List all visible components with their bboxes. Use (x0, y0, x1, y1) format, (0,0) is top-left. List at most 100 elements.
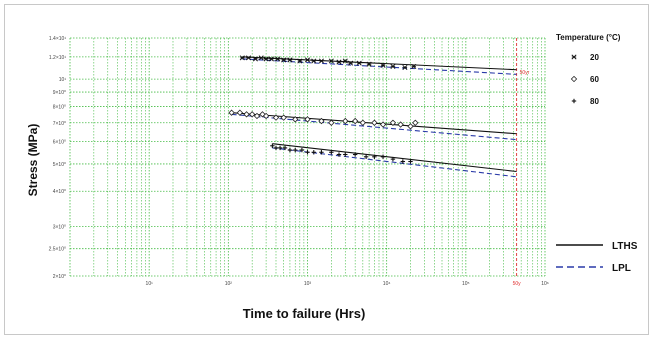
y-tick-label: 6×10⁰ (53, 140, 66, 146)
data-point-60 (412, 119, 419, 126)
data-point-20 (342, 58, 348, 64)
data-point-60 (304, 116, 311, 123)
data-point-60 (342, 117, 349, 125)
data-point-80 (352, 152, 358, 157)
data-point-20 (328, 58, 334, 64)
legend-label-80: 80 (590, 97, 599, 106)
y-tick-label: 1.4×10¹ (49, 36, 66, 42)
legend-marker-20 (571, 54, 577, 60)
grid (69, 37, 546, 277)
y-tick-label: 3×10⁰ (53, 224, 66, 230)
data-point-20 (239, 55, 245, 61)
data-point-80 (390, 156, 396, 162)
temperature-legend: Temperature (°C) 20 60 80 (556, 33, 621, 106)
data-point-20 (348, 60, 354, 66)
data-point-80 (336, 152, 342, 157)
data-point-60 (248, 111, 256, 118)
lths-line-80 (272, 143, 517, 173)
data-point-60 (259, 111, 266, 118)
data-point-60 (228, 109, 235, 116)
data-point-80 (319, 150, 324, 155)
line-legend-label-lpl: LPL (612, 263, 631, 274)
legend-title: Temperature (°C) (556, 33, 621, 42)
x-tick-label: 10¹ (146, 281, 154, 287)
data-point-80 (293, 147, 298, 153)
data-points (228, 55, 419, 164)
data-point-60 (351, 117, 359, 125)
data-point-80 (408, 159, 413, 164)
data-point-60 (379, 121, 387, 128)
y-tick-label: 4×10⁰ (53, 189, 66, 195)
data-point-80 (363, 154, 369, 160)
y-axis-title: Stress (MPa) (26, 124, 40, 197)
data-point-80 (299, 147, 305, 153)
data-point-20 (252, 56, 258, 62)
data-point-20 (318, 58, 324, 64)
data-point-60 (371, 119, 378, 126)
data-point-80 (282, 145, 288, 151)
data-point-80 (400, 159, 406, 164)
data-point-80 (277, 145, 283, 151)
data-point-20 (311, 58, 317, 64)
data-point-60 (236, 109, 244, 116)
x-tick-label: 10⁶ (541, 281, 549, 287)
legend-label-20: 20 (590, 53, 599, 62)
data-point-80 (329, 150, 334, 155)
legend-marker-80 (571, 98, 577, 104)
data-point-20 (336, 59, 342, 65)
y-tick-label: 2×10⁰ (53, 274, 66, 280)
vertical-marker: 50yr 50y (513, 38, 530, 287)
data-point-60 (280, 114, 287, 121)
x-tick-label: 10⁵ (462, 281, 470, 287)
data-point-20 (380, 62, 386, 68)
y-tick-label: 8×10⁰ (53, 104, 66, 110)
data-point-80 (305, 150, 310, 155)
data-point-20 (356, 60, 362, 66)
x-tick-label: 10³ (304, 281, 312, 287)
data-point-80 (311, 150, 316, 155)
y-tick-label: 10¹ (59, 77, 67, 83)
lths-line-20 (242, 56, 517, 71)
data-point-60 (389, 119, 397, 126)
y-tick-label: 1.2×10¹ (49, 55, 66, 61)
data-point-20 (268, 56, 274, 62)
data-point-20 (245, 55, 252, 61)
x-tick-label: 10² (225, 281, 233, 287)
data-point-20 (275, 56, 281, 62)
y-tick-label: 9×10⁰ (53, 90, 66, 96)
data-point-60 (262, 112, 270, 120)
data-point-60 (328, 119, 335, 126)
data-point-20 (297, 58, 303, 64)
y-tick-label: 2.5×10⁰ (49, 247, 66, 253)
data-point-20 (390, 63, 396, 69)
data-point-20 (281, 57, 287, 63)
fifty-year-axis-label: 50y (513, 281, 522, 287)
legend-marker-60 (570, 75, 578, 83)
data-point-80 (343, 152, 348, 157)
data-point-60 (272, 114, 280, 121)
data-point-60 (407, 123, 414, 130)
data-point-60 (359, 119, 367, 126)
x-axis-title: Time to failure (Hrs) (243, 306, 366, 321)
data-point-20 (366, 61, 372, 67)
line-legend-label-lths: LTHS (612, 241, 638, 252)
data-point-20 (411, 63, 417, 69)
data-point-80 (380, 154, 386, 160)
lpl-line-20 (242, 58, 517, 75)
data-point-60 (397, 121, 404, 128)
line-style-legend: LTHS LPL (556, 241, 638, 274)
data-point-60 (243, 111, 250, 118)
data-point-20 (287, 57, 293, 63)
data-point-20 (263, 56, 269, 62)
data-point-80 (372, 154, 377, 160)
data-point-80 (270, 143, 275, 148)
x-tick-label: 10⁴ (383, 281, 391, 287)
data-point-20 (402, 64, 408, 71)
data-point-60 (253, 112, 261, 120)
data-point-20 (258, 55, 264, 61)
data-point-80 (273, 145, 279, 151)
data-point-80 (287, 147, 293, 153)
y-tick-label: 7×10⁰ (53, 121, 66, 127)
data-point-20 (304, 57, 311, 63)
